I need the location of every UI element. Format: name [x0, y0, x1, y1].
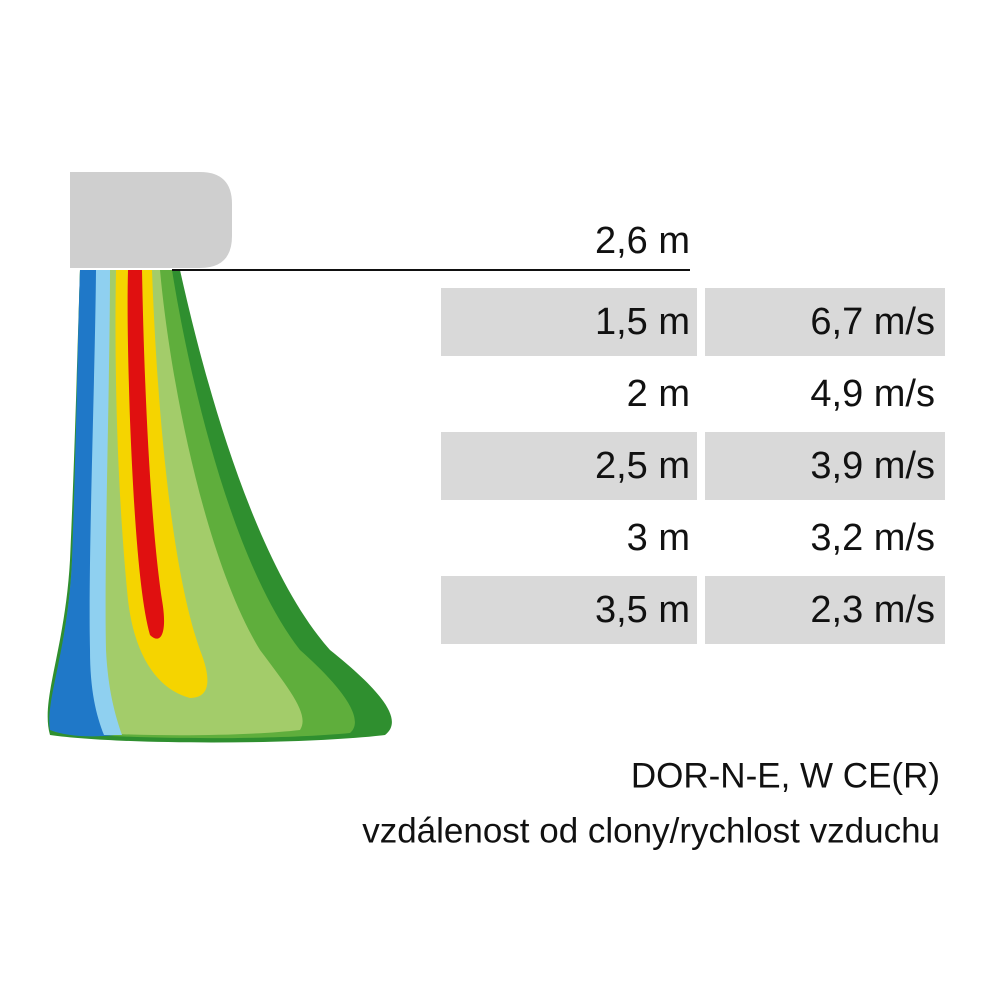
row-shade — [705, 576, 945, 644]
height-label: 2,6 m — [595, 220, 690, 262]
distance: 1,5 m — [595, 301, 690, 343]
speed: 3,9 m/s — [810, 445, 935, 487]
row-shade — [705, 432, 945, 500]
distance: 3,5 m — [595, 589, 690, 631]
curtain-unit — [70, 172, 232, 268]
caption-description: vzdálenost od clony/rychlost vzduchu — [362, 811, 940, 850]
speed: 2,3 m/s — [810, 589, 935, 631]
row-shade — [441, 288, 697, 356]
row-shade — [441, 576, 697, 644]
table: 1,5 m 6,7 m/s 2 m 4,9 m/s 2,5 m 3,9 m/s 3 m 3,2… — [441, 288, 945, 644]
distance: 2 m — [627, 373, 690, 415]
distance: 3 m — [627, 517, 690, 559]
speed: 6,7 m/s — [810, 301, 935, 343]
distance: 2,5 m — [595, 445, 690, 487]
air-plume — [47, 270, 392, 743]
speed: 4,9 m/s — [810, 373, 935, 415]
row-shade — [441, 432, 697, 500]
speed: 3,2 m/s — [810, 517, 935, 559]
caption-model: DOR-N-E, W CE(R) — [631, 756, 940, 795]
row-shade — [705, 288, 945, 356]
